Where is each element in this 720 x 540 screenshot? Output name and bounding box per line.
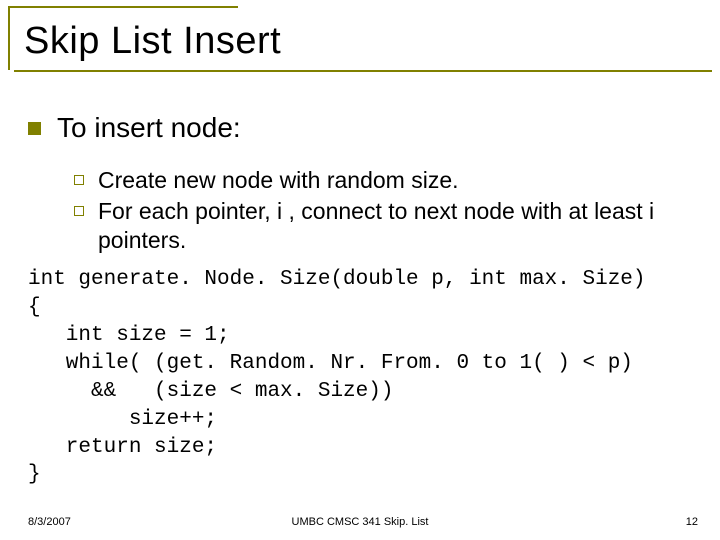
bullet-level2: Create new node with random size.: [74, 166, 692, 195]
square-bullet-icon: [28, 122, 41, 135]
slide-title: Skip List Insert: [24, 20, 281, 63]
bullet-level1: To insert node:: [28, 112, 692, 144]
open-square-bullet-icon: [74, 206, 84, 216]
code-line: }: [28, 463, 41, 486]
code-line: int generate. Node. Size(double p, int m…: [28, 268, 646, 291]
code-line: && (size < max. Size)): [28, 380, 393, 403]
code-line: return size;: [28, 436, 217, 459]
code-line: size++;: [28, 408, 217, 431]
bullet-level2: For each pointer, i , connect to next no…: [74, 197, 692, 255]
code-line: while( (get. Random. Nr. From. 0 to 1( )…: [28, 352, 633, 375]
code-line: {: [28, 296, 41, 319]
lvl2-text-0: Create new node with random size.: [98, 166, 459, 195]
frame-left: [8, 6, 10, 70]
lvl2-text-1: For each pointer, i , connect to next no…: [98, 197, 692, 255]
open-square-bullet-icon: [74, 175, 84, 185]
frame-top: [8, 6, 238, 8]
code-block: int generate. Node. Size(double p, int m…: [28, 266, 646, 489]
lvl1-text: To insert node:: [57, 112, 241, 144]
footer-page-number: 12: [686, 516, 698, 528]
content-area: To insert node: Create new node with ran…: [28, 112, 692, 256]
code-line: int size = 1;: [28, 324, 230, 347]
title-underline: [14, 70, 712, 72]
footer-center: UMBC CMSC 341 Skip. List: [0, 516, 720, 528]
